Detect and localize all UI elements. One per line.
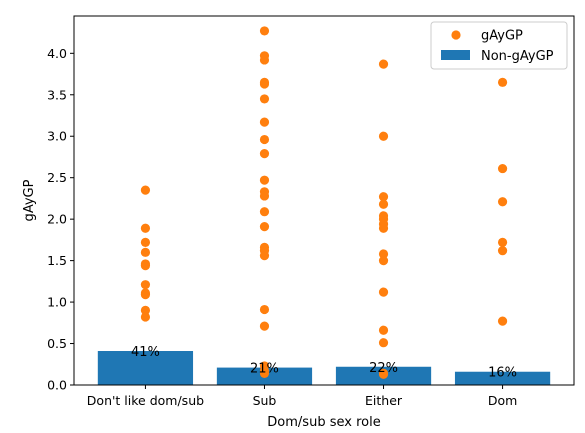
legend-label: Non-gAyGP — [481, 49, 554, 64]
scatter-point — [140, 237, 151, 247]
bar-labels-layer: 41% 21% 22% 16% — [131, 345, 517, 381]
scatter-point — [378, 199, 389, 209]
scatter-point — [140, 305, 151, 315]
scatter-point — [259, 55, 270, 65]
bar-value-label: 21% — [250, 362, 279, 377]
x-tick-label: Don't like dom/sub — [87, 393, 204, 408]
scatter-point — [378, 369, 389, 379]
scatter-point — [259, 251, 270, 261]
bar — [97, 351, 194, 385]
scatter-point — [259, 304, 270, 315]
scatter-point — [497, 237, 508, 247]
scatter-point — [378, 131, 389, 141]
scatter-point — [378, 249, 389, 259]
scatter-point — [378, 256, 389, 266]
bars-layer — [97, 351, 551, 385]
scatter-point — [259, 134, 270, 145]
x-tick-label: Dom — [488, 393, 517, 408]
scatter-point — [378, 223, 389, 233]
scatter-point — [259, 149, 270, 159]
scatter-point — [140, 312, 151, 322]
bar-value-label: 22% — [369, 361, 398, 376]
legend-label: gAyGP — [481, 29, 523, 44]
x-axis: Don't like dom/sub Sub Either Dom — [87, 385, 517, 408]
scatter-point — [378, 59, 389, 69]
scatter-point — [259, 207, 270, 217]
scatter-point — [378, 338, 389, 348]
y-tick-label: 1.0 — [47, 295, 67, 310]
x-axis-label: Dom/sub sex role — [267, 415, 380, 430]
bar-value-label: 16% — [488, 366, 517, 381]
scatter-point — [259, 368, 270, 378]
scatter-point — [140, 280, 151, 290]
legend: gAyGP Non-gAyGP — [430, 21, 568, 70]
scatter-point — [140, 223, 151, 233]
y-tick-label: 2.5 — [47, 170, 67, 185]
legend-swatch-bar — [441, 50, 470, 60]
y-tick-label: 0.0 — [47, 378, 67, 393]
bar-value-label: 41% — [131, 345, 160, 360]
scatter-point — [259, 191, 270, 201]
scatter-point — [259, 175, 270, 185]
scatter-point — [497, 246, 508, 256]
scatter-point — [259, 117, 270, 127]
scatter-point — [140, 260, 151, 271]
y-tick-label: 3.5 — [47, 87, 67, 102]
scatter-point — [497, 77, 508, 87]
scatter-point — [259, 26, 270, 36]
scatter-point — [259, 321, 270, 331]
y-axis: 0.0 0.5 1.0 1.5 2.0 2.5 3.0 3.5 4.0 — [47, 46, 74, 393]
scatter-point — [259, 79, 270, 89]
scatter-point — [140, 290, 151, 300]
scatter-point — [497, 197, 508, 207]
x-tick-label: Either — [365, 393, 403, 408]
scatter-point — [378, 325, 389, 335]
y-tick-label: 0.5 — [47, 336, 67, 351]
scatter-point — [140, 247, 151, 257]
y-tick-label: 4.0 — [47, 46, 67, 61]
scatter-point — [259, 94, 270, 104]
scatter-point — [259, 222, 270, 232]
legend-swatch-scatter — [451, 30, 461, 40]
scatter-point — [378, 287, 389, 297]
scatter-point — [497, 316, 508, 326]
points-layer — [140, 26, 508, 379]
x-tick-label: Sub — [253, 393, 277, 408]
y-axis-label: gAyGP — [22, 179, 37, 221]
scatter-point — [378, 192, 389, 202]
plot-frame — [73, 15, 575, 386]
y-tick-label: 2.0 — [47, 212, 67, 227]
bar — [454, 371, 551, 385]
y-tick-label: 1.5 — [47, 253, 67, 268]
scatter-point — [497, 163, 508, 174]
scatter-point — [140, 185, 151, 195]
y-tick-label: 3.0 — [47, 129, 67, 144]
